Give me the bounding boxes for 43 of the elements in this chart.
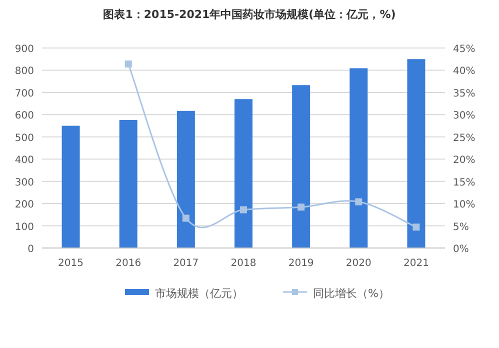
legend-label: 同比增长（%） [313,287,390,300]
y2-tick-label: 35% [453,88,476,100]
point [124,60,132,68]
y2-tick-label: 45% [453,44,476,55]
y2-tick-label: 40% [453,66,476,78]
y-tick-label: 900 [14,44,34,55]
legend-label: 市场规模（亿元） [155,287,243,300]
y-tick-label: 600 [14,110,34,122]
y2-tick-label: 10% [453,200,476,211]
x-tick-label: 2015 [58,258,84,269]
x-tick-label: 2018 [230,258,256,269]
y-tick-label: 200 [14,200,34,211]
y-tick-label: 500 [14,132,34,144]
bar [62,126,80,248]
x-tick-label: 2019 [288,258,314,269]
x-tick-label: 2021 [403,258,429,269]
y2-tick-label: 30% [453,110,476,122]
y2-tick-label: 5% [453,222,469,233]
y-tick-label: 400 [14,155,34,166]
point [298,204,305,211]
y-tick-label: 0 [28,244,34,255]
bar [119,120,138,248]
point [412,224,420,231]
y2-tick-label: 15% [453,177,476,188]
chart-title: 图表1：2015-2021年中国药妆市场规模(单位：亿元，%) [103,8,396,21]
y-tick-label: 300 [14,177,34,188]
x-tick-label: 2020 [346,258,372,269]
bar [176,110,195,248]
bar [292,85,310,248]
point [240,206,247,214]
bar [350,68,368,248]
bar [407,59,426,248]
y-tick-label: 700 [14,88,34,100]
y2-tick-label: 20% [453,155,476,166]
y-tick-label: 100 [14,222,34,233]
point [355,198,362,206]
x-tick-label: 2017 [173,258,199,269]
bar [234,99,252,248]
y2-tick-label: 0% [453,244,469,255]
y-tick-label: 800 [14,66,34,78]
x-tick-label: 2016 [116,258,142,269]
point [182,214,190,222]
y2-tick-label: 25% [453,132,476,144]
